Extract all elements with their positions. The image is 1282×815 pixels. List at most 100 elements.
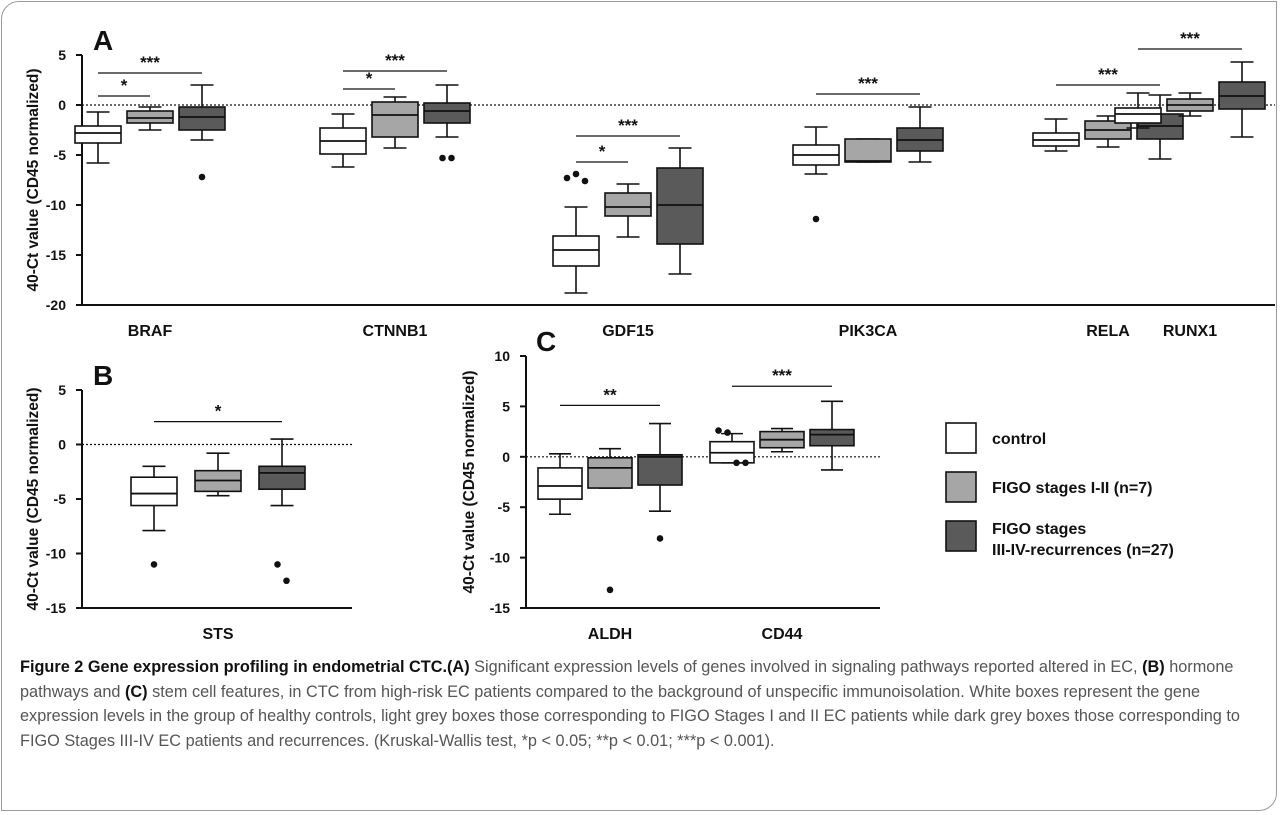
panel-a-y-tick-label: 0: [58, 97, 66, 113]
panel-a-significance-label: ***: [385, 51, 405, 70]
legend-swatch: [945, 422, 977, 454]
panel-c-y-axis-label: 40-Ct value (CD45 normalized): [461, 370, 478, 593]
legend-label: control: [992, 431, 1046, 448]
panel-c-box-cd44-2: [809, 400, 855, 471]
panel-a-y-tick-label: 5: [58, 47, 66, 63]
outlier-point: [742, 459, 749, 467]
panel-a-box-ctnnb1-1: [371, 96, 419, 149]
caption-text-c: stem cell features, in CTC from high-ris…: [20, 682, 1240, 750]
legend-label: FIGO stages: [992, 521, 1086, 538]
outlier-point: [812, 215, 820, 223]
panel-c-y-tick-label: 5: [502, 398, 510, 414]
panel-a-significance-label: *: [121, 76, 128, 95]
panel-b-y-tick-label: 0: [58, 437, 66, 453]
panel-c-label: C: [536, 326, 556, 357]
box-iqr: [537, 467, 583, 500]
panel-c-category-label: CD44: [762, 626, 803, 643]
caption-text-a: Significant expression levels of genes i…: [469, 658, 1143, 676]
box-iqr: [126, 110, 174, 124]
panel-a-label: A: [93, 25, 113, 56]
panel-a-box-pik3ca-1: [844, 138, 892, 163]
box-iqr: [587, 457, 633, 489]
panel-a-box-braf-0: [74, 111, 122, 164]
legend-label: III-IV-recurrences (n=27): [992, 542, 1174, 559]
panel-a-significance-label: ***: [140, 53, 160, 72]
panel-a-significance-label: ***: [1098, 65, 1118, 84]
box-iqr: [371, 101, 419, 138]
caption-label-c: (C): [125, 682, 148, 701]
panel-a-box-ctnnb1-0: [319, 113, 367, 168]
panel-a-category-label: PIK3CA: [839, 323, 898, 340]
panel-a-box-braf-2: [178, 84, 226, 181]
panel-a-category-label: RUNX1: [1163, 323, 1217, 340]
panel-a-box-pik3ca-0: [792, 126, 840, 223]
panel-a-significance-label: *: [599, 142, 606, 161]
panel-a-category-label: RELA: [1086, 323, 1130, 340]
outlier-point: [715, 427, 722, 434]
panel-a-box-braf-1: [126, 106, 174, 131]
panel-a-box-rela-0: [1032, 118, 1080, 152]
panel-a-y-tick-label: -15: [46, 247, 66, 263]
panel-b-box-sts-1: [194, 452, 242, 497]
box-iqr: [604, 192, 652, 217]
panel-b-y-tick-label: -5: [54, 491, 67, 507]
panel-a-significance-label: ***: [858, 74, 878, 93]
panel-a-significance-label: *: [366, 69, 373, 88]
panel-a-box-gdf15-1: [604, 183, 652, 238]
outlier-point: [274, 561, 281, 568]
panel-c-y-tick-label: 0: [502, 449, 510, 465]
panel-a-box-rela-1: [1084, 115, 1132, 148]
panel-c-y-tick-label: -5: [498, 499, 511, 515]
legend: control FIGO stages I-II (n=7) FIGO stages…: [945, 422, 1174, 559]
panel-c-box-aldh-2: [637, 422, 683, 542]
panel-c-box-aldh-0: [537, 452, 583, 516]
panel-c-category-label: ALDH: [588, 626, 632, 643]
panel-b-y-tick-label: -15: [46, 600, 66, 616]
box-iqr: [809, 428, 855, 447]
box-iqr: [178, 106, 226, 131]
legend-swatch: [945, 520, 977, 552]
panel-c-box-cd44-0: [709, 427, 755, 467]
outlier-point: [439, 154, 446, 162]
caption-label-b: (B): [1142, 658, 1165, 676]
panel-a-box-ctnnb1-2: [423, 84, 471, 162]
caption-title: Figure 2 Gene expression profiling in en…: [20, 658, 448, 676]
outlier-point: [733, 459, 740, 467]
outlier-point: [448, 154, 455, 162]
panel-b-y-tick-label: -10: [46, 546, 66, 562]
outlier-point: [724, 429, 731, 436]
box-iqr: [552, 235, 600, 267]
panel-a-box-runx1-0: [1114, 92, 1162, 129]
caption-text-b: hormone pathways and: [20, 658, 1234, 701]
panel-a-box-gdf15-2: [656, 147, 704, 275]
outlier-point: [150, 561, 158, 568]
panel-a-y-tick-label: -10: [46, 197, 66, 213]
panel-b-box-sts-0: [130, 465, 178, 568]
panel-a-y-tick-label: -5: [54, 147, 67, 163]
box-iqr: [637, 453, 683, 486]
outlier-point: [283, 577, 290, 585]
panel-c-y-tick-label: 10: [494, 348, 510, 364]
box-iqr: [1114, 107, 1162, 124]
box-iqr: [844, 138, 892, 163]
figure-chart: 5 0 -5 -10 -15 -20 40-Ct value (CD45 normalize…: [25, 25, 1275, 643]
box-iqr: [656, 167, 704, 245]
panel-a-y-tick-label: -20: [46, 297, 66, 313]
outlier-point: [656, 535, 664, 542]
box-iqr: [258, 465, 306, 490]
panel-b-significance-label: *: [215, 402, 222, 421]
outlier-point: [572, 170, 580, 178]
figure-caption: Figure 2 Gene expression profiling in en…: [20, 655, 1265, 753]
box-iqr: [130, 476, 178, 507]
panel-c-significance-label: ***: [772, 366, 792, 385]
panel-a-box-runx1-2: [1218, 61, 1266, 138]
panel-a-category-label: CTNNB1: [363, 323, 428, 340]
outlier-point: [563, 174, 571, 182]
panel-b-category-label: STS: [202, 626, 233, 643]
panel-c: 10 5 0 -5 -10 -15 40-Ct value (CD45 normalized…: [461, 326, 880, 643]
panel-c-box-cd44-1: [759, 427, 805, 453]
panel-c-box-aldh-1: [587, 447, 633, 594]
